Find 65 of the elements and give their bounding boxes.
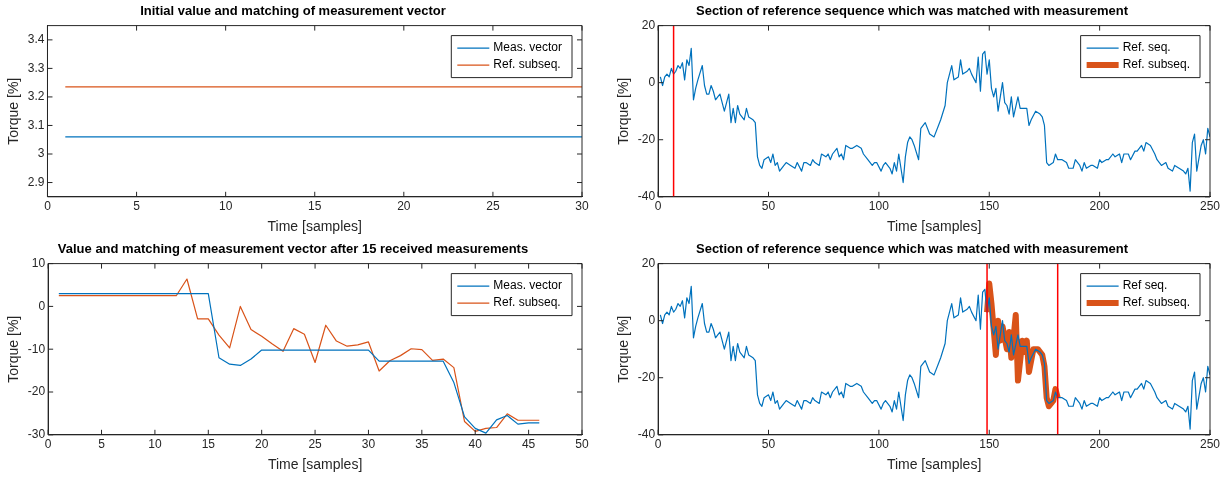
x-tick-label: 25	[308, 437, 323, 452]
x-tick-label: 50	[761, 199, 776, 214]
x-tick-label: 15	[308, 199, 322, 214]
y-tick-label: -20	[637, 370, 656, 385]
y-tick-label: 20	[641, 17, 656, 32]
chart-title: Value and matching of measurement vector after 15 received measurements	[57, 241, 529, 257]
x-tick-label: 15	[201, 437, 216, 452]
x-tick-label: 25	[486, 199, 500, 214]
legend-label: Ref. subseq.	[493, 57, 561, 72]
x-tick-label: 200	[1089, 437, 1110, 452]
x-tick-label: 30	[575, 199, 589, 214]
x-tick-label: 5	[133, 199, 141, 214]
y-tick-label: 3.4	[27, 32, 45, 47]
y-tick-label: 20	[641, 255, 656, 270]
x-tick-label: 5	[98, 437, 106, 452]
y-tick-label: 3.1	[27, 117, 45, 132]
y-axis-title: Torque [%]	[5, 315, 22, 383]
y-tick-label: 3.2	[27, 89, 45, 104]
y-tick-label: -40	[637, 427, 656, 442]
y-tick-label: -20	[637, 132, 656, 147]
x-tick-label: 30	[361, 437, 376, 452]
y-tick-label: 10	[31, 255, 46, 270]
y-axis-title: Torque [%]	[615, 315, 632, 383]
y-tick-label: 0	[648, 312, 656, 327]
legend-label: Ref. subseq.	[493, 295, 561, 310]
y-tick-label: 3	[37, 146, 45, 161]
y-tick-label: 3.3	[27, 60, 45, 75]
y-tick-label: -10	[27, 341, 46, 356]
x-tick-label: 50	[575, 437, 589, 452]
x-tick-label: 100	[868, 199, 890, 214]
x-tick-label: 10	[218, 199, 233, 214]
y-tick-label: -40	[637, 189, 656, 204]
x-tick-label: 40	[468, 437, 483, 452]
y-axis-title: Torque [%]	[5, 77, 22, 145]
y-tick-label: 0	[38, 298, 46, 313]
y-axis-title: Torque [%]	[615, 77, 632, 145]
x-tick-label: 250	[1199, 199, 1221, 214]
y-tick-label: -30	[27, 427, 46, 442]
legend-label: Ref seq.	[1122, 278, 1168, 293]
x-axis-title: Time [samples]	[886, 456, 982, 473]
chart-title: Initial value and matching of measurement vector	[140, 3, 446, 19]
x-tick-label: 200	[1089, 199, 1110, 214]
legend-label: Ref. subseq.	[1122, 295, 1190, 310]
x-tick-label: 45	[521, 437, 536, 452]
legend-label: Ref. seq.	[1122, 40, 1171, 55]
x-tick-label: 150	[979, 199, 1000, 214]
x-axis-title: Time [samples]	[886, 218, 982, 235]
legend-label: Ref. subseq.	[1122, 57, 1190, 72]
x-tick-label: 100	[868, 437, 890, 452]
x-tick-label: 50	[761, 437, 776, 452]
y-tick-label: 2.9	[27, 174, 45, 189]
x-tick-label: 250	[1199, 437, 1221, 452]
x-tick-label: 10	[148, 437, 162, 452]
chart-title: Section of reference sequence which was matched with measurement	[695, 241, 1129, 257]
x-tick-label: 20	[255, 437, 269, 452]
chart-title: Section of reference sequence which was matched with measurement	[695, 3, 1129, 19]
x-axis-title: Time [samples]	[267, 218, 362, 235]
legend-label: Meas. vector	[493, 278, 563, 293]
y-tick-label: -20	[27, 384, 46, 399]
x-tick-label: 20	[397, 199, 411, 214]
x-axis-title: Time [samples]	[267, 456, 363, 473]
y-tick-label: 0	[648, 74, 656, 89]
legend-label: Meas. vector	[493, 40, 563, 55]
x-tick-label: 150	[979, 437, 1000, 452]
x-tick-label: 35	[415, 437, 429, 452]
